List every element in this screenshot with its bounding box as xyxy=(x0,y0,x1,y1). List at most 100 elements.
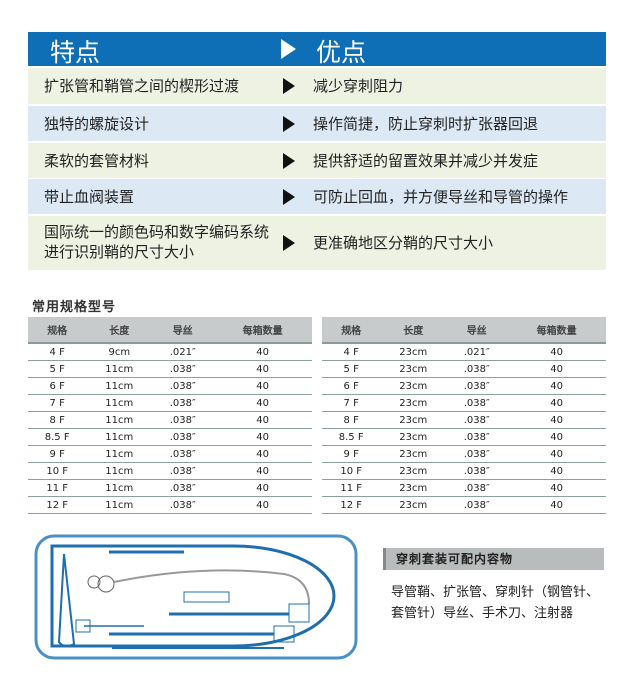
table-row: 5 F 23cm .038″ 40 xyxy=(322,360,606,378)
table-cell: 23cm xyxy=(380,428,447,446)
advantage-text: 减少穿刺阻力 xyxy=(313,77,404,95)
features-header-label: 特点 xyxy=(50,38,101,67)
table-cell: .038″ xyxy=(152,496,214,514)
table-cell: .021″ xyxy=(446,343,508,361)
table-cell: 5 F xyxy=(28,360,87,378)
table-row: 10 F 11cm .038″ 40 xyxy=(28,462,312,480)
table-cell: 11 F xyxy=(322,479,381,497)
table-cell: 4 F xyxy=(28,343,87,361)
column-header: 规格 xyxy=(28,317,87,344)
table-cell: .038″ xyxy=(446,462,508,480)
table-row: 7 F 23cm .038″ 40 xyxy=(322,394,606,412)
table-cell: 23cm xyxy=(380,462,447,480)
advantage-text: 提供舒适的留置效果并减少并发症 xyxy=(313,151,539,170)
advantage-text: 更准确地区分鞘的尺寸大小 xyxy=(313,234,494,252)
kit-contents-text: 导管鞘、扩张管、穿刺针（钢管针、套管针）导丝、手术刀、注射器 xyxy=(391,585,600,621)
table-cell: 40 xyxy=(507,462,606,480)
table-cell: 11cm xyxy=(86,445,153,463)
table-row: 9 F 11cm .038″ 40 xyxy=(28,445,312,463)
feature-row: 扩张管和鞘管之间的楔形过渡 减少穿刺阻力 xyxy=(28,68,606,104)
feature-text: 独特的螺旋设计 xyxy=(44,114,150,133)
table-row: 4 F 23cm .021″ 40 xyxy=(322,343,606,361)
table-cell: 23cm xyxy=(380,496,447,514)
table-cell: 23cm xyxy=(380,479,447,497)
table-cell: 4 F xyxy=(322,343,381,361)
table-cell: 40 xyxy=(507,479,606,497)
table-cell: .038″ xyxy=(152,428,214,446)
table-cell: 40 xyxy=(213,394,312,412)
feature-row: 国际统一的颜色码和数字编码系统进行识别鞘的尺寸大小 更准确地区分鞘的尺寸大小 xyxy=(28,216,606,270)
table-cell: 23cm xyxy=(380,445,447,463)
arrow-icon xyxy=(283,115,295,132)
table-row: 6 F 11cm .038″ 40 xyxy=(28,377,312,395)
table-row: 11 F 11cm .038″ 40 xyxy=(28,479,312,497)
table-cell: .038″ xyxy=(446,428,508,446)
column-header: 长度 xyxy=(86,317,153,344)
table-cell: 9cm xyxy=(86,343,153,361)
table-row: 4 F 9cm .021″ 40 xyxy=(28,343,312,361)
table-cell: 40 xyxy=(507,360,606,378)
table-cell: .038″ xyxy=(152,360,214,378)
table-cell: 40 xyxy=(213,411,312,429)
table-cell: 40 xyxy=(213,360,312,378)
table-cell: .038″ xyxy=(446,360,508,378)
table-cell: 11cm xyxy=(86,479,153,497)
table-cell: 40 xyxy=(213,428,312,446)
table-cell: 12 F xyxy=(322,496,381,514)
table-cell: 10 F xyxy=(322,462,381,480)
table-cell: 40 xyxy=(507,377,606,395)
column-header: 长度 xyxy=(380,317,447,344)
table-row: 8.5 F 23cm .038″ 40 xyxy=(322,428,606,446)
specs-table-right: 规格 长度 导丝 每箱数量 4 F 23cm .021″ 40 5 F 23cm .038″ 40 6 … xyxy=(322,317,606,514)
feature-row: 独特的螺旋设计 操作简捷，防止穿刺时扩张器回退 xyxy=(28,106,606,141)
table-cell: 23cm xyxy=(380,377,447,395)
table-cell: 40 xyxy=(213,496,312,514)
column-header: 规格 xyxy=(322,317,381,344)
table-row: 9 F 23cm .038″ 40 xyxy=(322,445,606,463)
column-header: 每箱数量 xyxy=(213,317,312,344)
table-cell: .038″ xyxy=(446,445,508,463)
arrow-icon xyxy=(281,39,296,59)
table-cell: 7 F xyxy=(28,394,87,412)
table-cell: 11cm xyxy=(86,411,153,429)
table-cell: 23cm xyxy=(380,343,447,361)
table-row: 7 F 11cm .038″ 40 xyxy=(28,394,312,412)
table-cell: 40 xyxy=(507,394,606,412)
arrow-icon xyxy=(283,78,295,94)
table-cell: 12 F xyxy=(28,496,87,514)
specs-table-left: 规格 长度 导丝 每箱数量 4 F 9cm .021″ 40 5 F 11cm .038″ 40 6 F… xyxy=(28,317,312,514)
table-cell: 11cm xyxy=(86,462,153,480)
feature-row: 柔软的套管材料 提供舒适的留置效果并减少并发症 xyxy=(28,143,606,178)
table-cell: 23cm xyxy=(380,394,447,412)
table-row: 8 F 23cm .038″ 40 xyxy=(322,411,606,429)
table-cell: .038″ xyxy=(152,377,214,395)
table-cell: .038″ xyxy=(152,462,214,480)
feature-text: 柔软的套管材料 xyxy=(44,151,150,170)
arrow-icon xyxy=(283,152,295,169)
table-cell: 11cm xyxy=(86,377,153,395)
table-row: 5 F 11cm .038″ 40 xyxy=(28,360,312,378)
table-cell: 23cm xyxy=(380,411,447,429)
table-cell: 6 F xyxy=(322,377,381,395)
table-cell: 11cm xyxy=(86,360,153,378)
advantage-text: 可防止回血，并方便导丝和导管的操作 xyxy=(313,187,569,206)
arrow-icon xyxy=(283,188,295,205)
table-cell: 5 F xyxy=(322,360,381,378)
table-cell: 40 xyxy=(213,462,312,480)
feature-row: 带止血阀装置 可防止回血，并方便导丝和导管的操作 xyxy=(28,179,606,214)
table-cell: .038″ xyxy=(152,479,214,497)
table-row: 6 F 23cm .038″ 40 xyxy=(322,377,606,395)
table-cell: 8 F xyxy=(322,411,381,429)
table-cell: 11cm xyxy=(86,496,153,514)
column-header: 导丝 xyxy=(446,317,508,344)
table-cell: 40 xyxy=(213,343,312,361)
feature-text: 带止血阀装置 xyxy=(44,187,135,206)
kit-contents-title: 穿刺套装可配内容物 xyxy=(383,548,604,570)
features-header: 特点 优点 xyxy=(28,32,606,67)
table-cell: 9 F xyxy=(28,445,87,463)
advantages-header-label: 优点 xyxy=(316,38,367,67)
table-row: 8 F 11cm .038″ 40 xyxy=(28,411,312,429)
table-cell: 40 xyxy=(507,343,606,361)
table-cell: 40 xyxy=(213,377,312,395)
